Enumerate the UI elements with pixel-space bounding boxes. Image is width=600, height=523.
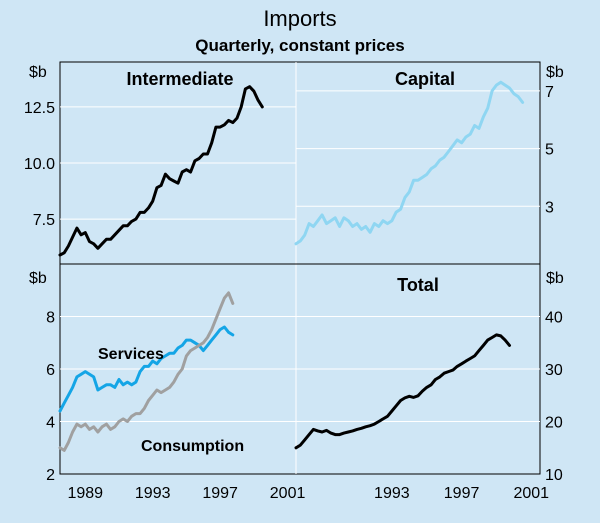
unit-label-top-left: $b bbox=[29, 64, 47, 81]
chart-border bbox=[59, 61, 541, 475]
y-tick-label-intermediate: 7.5 bbox=[33, 212, 55, 229]
panel-title-intermediate: Intermediate bbox=[126, 69, 233, 89]
y-tick-label-capital: 7 bbox=[545, 84, 554, 101]
series-label-services: Services bbox=[98, 346, 164, 363]
y-tick-label-services-consumption: 2 bbox=[46, 467, 55, 484]
y-tick-label-capital: 3 bbox=[545, 199, 554, 216]
x-tick-label-services-consumption: 1989 bbox=[67, 485, 103, 502]
grid-layer bbox=[60, 90, 540, 422]
y-tick-label-services-consumption: 6 bbox=[46, 362, 55, 379]
series-line-total bbox=[294, 333, 511, 450]
chart-title: Imports bbox=[263, 6, 337, 31]
chart-frame bbox=[59, 61, 541, 475]
y-tick-label-services-consumption: 8 bbox=[46, 310, 55, 327]
y-tick-label-total: 40 bbox=[545, 310, 563, 327]
series-line-services bbox=[58, 325, 235, 413]
unit-label-top-right: $b bbox=[546, 64, 564, 81]
panel-title-capital: Capital bbox=[395, 69, 455, 89]
series-label-consumption: Consumption bbox=[141, 438, 244, 455]
y-tick-label-total: 30 bbox=[545, 362, 563, 379]
unit-label-bottom-right: $b bbox=[546, 270, 564, 287]
panel-title-total: Total bbox=[397, 275, 439, 295]
y-tick-label-total: 10 bbox=[545, 467, 563, 484]
y-tick-label-intermediate: 10.0 bbox=[24, 156, 55, 173]
x-tick-label-total: 1997 bbox=[444, 485, 480, 502]
y-tick-label-capital: 5 bbox=[545, 142, 554, 159]
x-tick-label-services-consumption: 2001 bbox=[270, 485, 306, 502]
x-tick-label-services-consumption: 1993 bbox=[135, 485, 171, 502]
series-layer bbox=[58, 80, 525, 452]
y-tick-label-total: 20 bbox=[545, 415, 563, 432]
x-tick-label-services-consumption: 1997 bbox=[202, 485, 238, 502]
chart-subtitle: Quarterly, constant prices bbox=[195, 36, 405, 55]
series-line-intermediate bbox=[58, 85, 264, 257]
x-tick-label-total: 2001 bbox=[513, 485, 549, 502]
series-line-capital bbox=[294, 80, 525, 246]
y-tick-label-services-consumption: 4 bbox=[46, 415, 55, 432]
unit-label-bottom-left: $b bbox=[29, 270, 47, 287]
y-tick-label-intermediate: 12.5 bbox=[24, 100, 55, 117]
series-line-consumption bbox=[58, 291, 235, 452]
x-tick-label-total: 1993 bbox=[374, 485, 410, 502]
